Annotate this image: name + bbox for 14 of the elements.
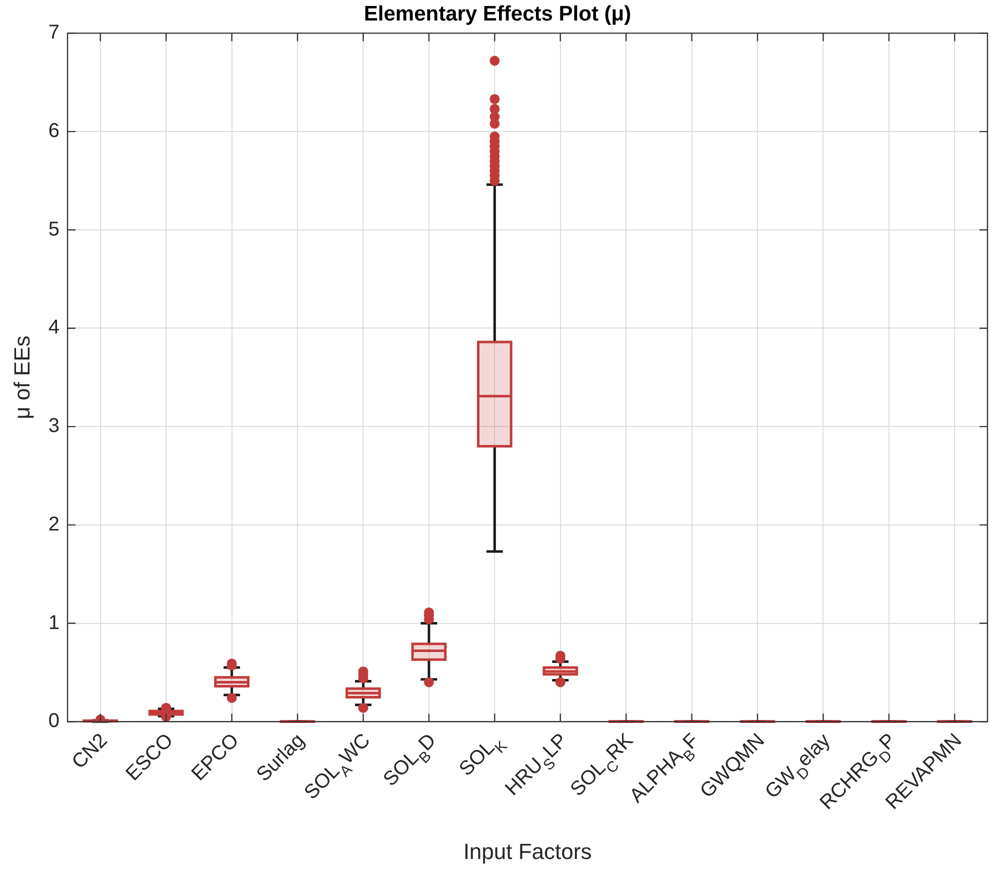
x-axis-title: Input Factors	[463, 838, 592, 864]
x-tick-label: SOLBD	[379, 729, 440, 791]
y-tick-label: 3	[48, 415, 60, 438]
x-tick-label: SOLK	[455, 736, 511, 780]
y-axis-title: μ of EEs	[9, 336, 34, 420]
y-tick-label: 4	[48, 316, 60, 339]
x-tick-label: CN2	[68, 729, 112, 774]
y-tick-label: 0	[48, 710, 60, 732]
y-tick-label: 2	[48, 513, 60, 536]
y-tick-label: 6	[48, 120, 60, 142]
y-tick-label: 5	[48, 218, 60, 240]
y-tick-label: 1	[48, 612, 60, 634]
chart-title: Elementary Effects Plot (μ)	[364, 2, 632, 26]
y-tick-label: 7	[48, 22, 60, 44]
